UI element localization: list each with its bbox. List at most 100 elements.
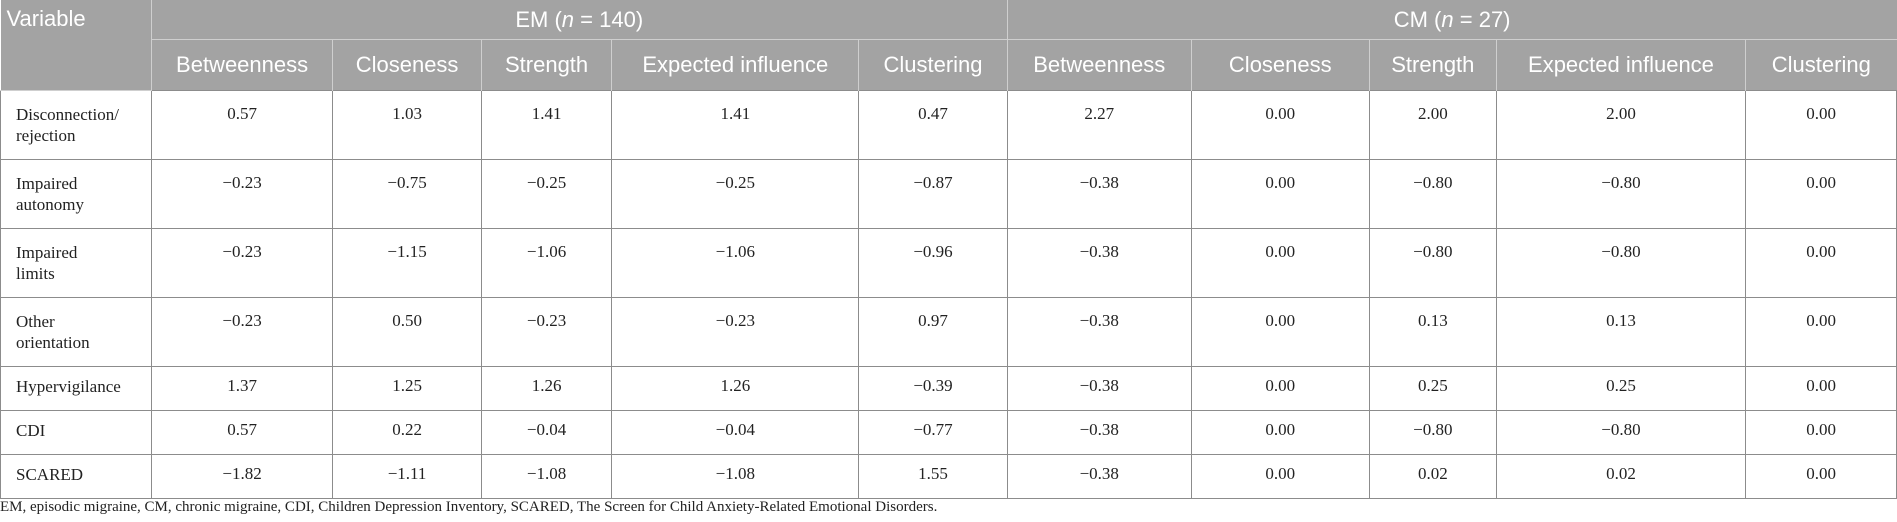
table-cell: 0.00 <box>1745 159 1897 229</box>
table-row: SCARED −1.82 −1.11 −1.08 −1.08 1.55 −0.3… <box>0 454 1897 499</box>
table-cell: 2.27 <box>1006 90 1192 160</box>
table-cell: 0.00 <box>1190 410 1370 455</box>
table-cell: −1.08 <box>611 454 860 499</box>
em-strength-header: Strength <box>480 39 612 91</box>
table-cell: 0.02 <box>1495 454 1747 499</box>
table-cell: 0.00 <box>1190 159 1370 229</box>
table-cell: 0.25 <box>1368 366 1497 411</box>
table-cell: 1.25 <box>332 366 482 411</box>
table-cell: 0.97 <box>858 297 1008 367</box>
table-cell: 0.57 <box>150 90 334 160</box>
table-cell: −0.23 <box>150 159 334 229</box>
table-cell: −0.23 <box>150 228 334 298</box>
table-cell: −0.80 <box>1368 228 1497 298</box>
table-cell: −0.38 <box>1006 159 1192 229</box>
table-cell: −0.80 <box>1495 410 1747 455</box>
table-cell: −0.80 <box>1368 410 1497 455</box>
table-cell: −0.38 <box>1006 366 1192 411</box>
table-cell: −0.39 <box>858 366 1008 411</box>
em-closeness-header: Closeness <box>332 39 482 91</box>
table-cell: −1.82 <box>150 454 334 499</box>
table-cell: 2.00 <box>1495 90 1747 160</box>
table-row: Disconnection/rejection 0.57 1.03 1.41 1… <box>0 90 1897 160</box>
table-cell: 0.22 <box>332 410 482 455</box>
row-label: Impaired autonomy <box>0 159 152 229</box>
table-row: Impaired autonomy −0.23 −0.75 −0.25 −0.25… <box>0 159 1897 229</box>
table-cell: 0.13 <box>1368 297 1497 367</box>
table-footnote: EM, episodic migraine, CM, chronic migra… <box>0 499 938 515</box>
table-cell: −1.11 <box>332 454 482 499</box>
table-cell: 1.41 <box>480 90 613 160</box>
table-cell: −0.80 <box>1495 159 1747 229</box>
table-cell: 0.02 <box>1368 454 1497 499</box>
row-label: Other orientation <box>0 297 152 367</box>
table-cell: 1.55 <box>858 454 1008 499</box>
table-cell: −0.38 <box>1006 297 1192 367</box>
table-row: CDI 0.57 0.22 −0.04 −0.04 −0.77 −0.38 0.… <box>0 410 1897 455</box>
table-cell: −0.23 <box>150 297 334 367</box>
row-label: CDI <box>0 410 152 455</box>
table-cell: 0.00 <box>1745 410 1897 455</box>
table-cell: −1.06 <box>480 228 613 298</box>
em-clustering-header: Clustering <box>858 39 1008 91</box>
table-cell: 0.00 <box>1745 90 1897 160</box>
table-cell: −1.06 <box>611 228 860 298</box>
table-cell: 0.47 <box>858 90 1008 160</box>
table-cell: 0.00 <box>1190 366 1370 411</box>
table-cell: −0.25 <box>611 159 860 229</box>
cm-expected-influence-header: Expected influence <box>1495 39 1746 91</box>
row-label: Disconnection/rejection <box>0 90 152 160</box>
table-cell: −0.75 <box>332 159 482 229</box>
cm-strength-header: Strength <box>1368 39 1497 91</box>
table-cell: 0.00 <box>1190 297 1370 367</box>
table-body: Disconnection/rejection 0.57 1.03 1.41 1… <box>0 90 1897 499</box>
table-cell: 1.03 <box>332 90 482 160</box>
cm-clustering-header: Clustering <box>1745 39 1897 91</box>
table-cell: −1.15 <box>332 228 482 298</box>
row-label: Impaired limits <box>0 228 152 298</box>
table-cell: −0.04 <box>611 410 860 455</box>
variable-header: Variable <box>0 0 152 91</box>
em-betweenness-header: Betweenness <box>150 39 333 91</box>
table-cell: 0.13 <box>1495 297 1747 367</box>
table-cell: −1.08 <box>480 454 613 499</box>
table-cell: −0.80 <box>1368 159 1497 229</box>
table-cell: 1.26 <box>480 366 613 411</box>
table-cell: 0.00 <box>1745 297 1897 367</box>
table-cell: 1.26 <box>611 366 860 411</box>
table-cell: 0.00 <box>1745 454 1897 499</box>
table-cell: −0.87 <box>858 159 1008 229</box>
row-label: Hypervigilance <box>0 366 152 411</box>
table-cell: 0.00 <box>1745 366 1897 411</box>
data-table-container: Variable EM (n = 140) CM (n = 27) Betwee… <box>0 0 1897 499</box>
table-cell: 2.00 <box>1368 90 1497 160</box>
table-cell: −0.23 <box>611 297 860 367</box>
row-label: SCARED <box>0 454 152 499</box>
table-row: Other orientation −0.23 0.50 −0.23 −0.23 … <box>0 297 1897 367</box>
table-cell: −0.38 <box>1006 410 1192 455</box>
table-row: Impaired limits −0.23 −1.15 −1.06 −1.06 −… <box>0 228 1897 298</box>
table-cell: 1.41 <box>611 90 860 160</box>
table-cell: 1.37 <box>150 366 334 411</box>
table-cell: −0.38 <box>1006 454 1192 499</box>
table-cell: 0.00 <box>1745 228 1897 298</box>
em-expected-influence-header: Expected influence <box>611 39 859 91</box>
table-cell: −0.23 <box>480 297 613 367</box>
table-cell: 0.50 <box>332 297 482 367</box>
table-cell: −0.38 <box>1006 228 1192 298</box>
table-cell: −0.96 <box>858 228 1008 298</box>
table-cell: −0.04 <box>480 410 613 455</box>
table-cell: 0.25 <box>1495 366 1747 411</box>
group-header-cm: CM (n = 27) <box>1006 0 1897 40</box>
table-cell: −0.25 <box>480 159 613 229</box>
group-header-em: EM (n = 140) <box>151 0 1008 40</box>
table-cell: −0.77 <box>858 410 1008 455</box>
table-cell: 0.00 <box>1190 228 1370 298</box>
table-cell: 0.57 <box>150 410 334 455</box>
centrality-table: Variable EM (n = 140) CM (n = 27) Betwee… <box>0 0 1897 499</box>
table-row: Hypervigilance 1.37 1.25 1.26 1.26 −0.39… <box>0 366 1897 411</box>
cm-betweenness-header: Betweenness <box>1006 39 1192 91</box>
table-cell: −0.80 <box>1495 228 1747 298</box>
table-cell: 0.00 <box>1190 90 1370 160</box>
cm-closeness-header: Closeness <box>1190 39 1370 91</box>
